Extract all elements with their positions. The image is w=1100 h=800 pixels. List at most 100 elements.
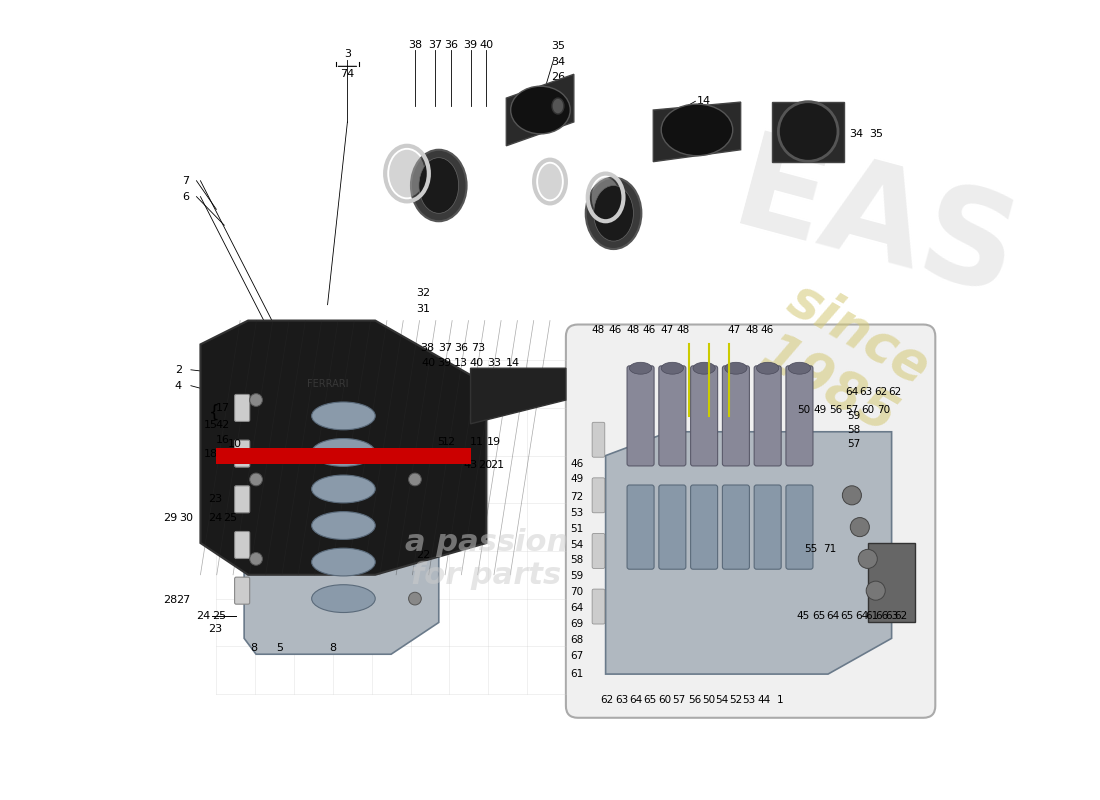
Text: 12: 12 [442, 437, 456, 447]
Text: 39: 39 [463, 40, 477, 50]
Ellipse shape [693, 362, 715, 374]
Circle shape [850, 518, 869, 537]
Text: 22: 22 [416, 550, 430, 560]
Text: 34: 34 [551, 57, 565, 66]
FancyBboxPatch shape [234, 531, 250, 558]
Text: 57: 57 [847, 439, 860, 450]
Polygon shape [506, 74, 574, 146]
Text: 68: 68 [570, 635, 583, 645]
Text: 60: 60 [658, 694, 671, 705]
Text: 41: 41 [458, 453, 471, 463]
Polygon shape [244, 368, 439, 654]
Ellipse shape [389, 150, 425, 198]
Text: 2: 2 [175, 365, 182, 375]
Ellipse shape [586, 178, 641, 249]
Text: 33: 33 [697, 112, 711, 122]
Text: 64: 64 [570, 603, 583, 613]
Text: 59: 59 [570, 571, 583, 582]
Text: 3: 3 [344, 50, 351, 59]
Polygon shape [868, 543, 915, 622]
Text: 70: 70 [877, 405, 890, 414]
Text: 47: 47 [660, 325, 673, 335]
Circle shape [408, 592, 421, 605]
Ellipse shape [311, 475, 375, 503]
Text: 70: 70 [570, 587, 583, 598]
Ellipse shape [789, 362, 811, 374]
FancyBboxPatch shape [592, 589, 605, 624]
Text: 16: 16 [216, 434, 230, 445]
Text: 55: 55 [804, 543, 817, 554]
FancyBboxPatch shape [755, 366, 781, 466]
Text: 24: 24 [208, 513, 222, 522]
Text: EAS: EAS [720, 126, 1031, 324]
Text: 37: 37 [438, 343, 452, 354]
FancyBboxPatch shape [234, 440, 250, 467]
Ellipse shape [311, 585, 375, 613]
Text: 36: 36 [454, 343, 467, 354]
Text: 25: 25 [211, 611, 226, 621]
FancyBboxPatch shape [234, 486, 250, 513]
Text: 62: 62 [888, 387, 901, 397]
Text: 64: 64 [629, 694, 642, 705]
Text: 59: 59 [847, 411, 860, 421]
Text: 33: 33 [487, 358, 502, 368]
Text: 66: 66 [876, 611, 889, 621]
Text: 71: 71 [823, 543, 836, 554]
Text: 48: 48 [626, 325, 639, 335]
Circle shape [408, 473, 421, 486]
Text: 35: 35 [551, 42, 565, 51]
Text: 65: 65 [840, 611, 854, 621]
Text: 54: 54 [715, 694, 728, 705]
Polygon shape [471, 368, 565, 424]
Text: 62: 62 [601, 694, 614, 705]
Text: 24: 24 [197, 611, 211, 621]
Text: 74: 74 [340, 70, 354, 79]
Text: 36: 36 [443, 40, 458, 50]
FancyBboxPatch shape [723, 366, 749, 466]
Text: 14: 14 [506, 358, 519, 368]
Circle shape [858, 550, 878, 569]
Text: 61: 61 [865, 611, 879, 621]
Ellipse shape [629, 362, 651, 374]
Text: since
1985: since 1985 [749, 273, 938, 447]
Polygon shape [217, 448, 471, 463]
Circle shape [250, 394, 263, 406]
Text: 53: 53 [570, 508, 583, 518]
Circle shape [250, 553, 263, 566]
Text: 13: 13 [454, 358, 467, 368]
Text: 47: 47 [728, 325, 741, 335]
Text: 27: 27 [176, 595, 190, 605]
Text: 25: 25 [223, 513, 238, 522]
FancyBboxPatch shape [691, 485, 717, 570]
Text: 43: 43 [463, 460, 477, 470]
FancyBboxPatch shape [234, 394, 250, 422]
Text: 61: 61 [570, 669, 583, 679]
FancyBboxPatch shape [627, 366, 654, 466]
Text: 7: 7 [183, 176, 189, 186]
Text: 46: 46 [760, 325, 773, 335]
Text: 50: 50 [798, 405, 811, 414]
Text: 57: 57 [672, 694, 685, 705]
Text: 11: 11 [470, 437, 484, 447]
FancyBboxPatch shape [785, 366, 813, 466]
Text: 69: 69 [570, 619, 583, 629]
Text: 48: 48 [676, 325, 690, 335]
Text: 42: 42 [216, 421, 230, 430]
Text: 14: 14 [697, 96, 711, 106]
Ellipse shape [594, 186, 634, 241]
Ellipse shape [510, 86, 570, 134]
Text: 20: 20 [477, 460, 492, 470]
Polygon shape [653, 102, 740, 162]
FancyBboxPatch shape [755, 485, 781, 570]
Text: 64: 64 [826, 611, 839, 621]
Text: 56: 56 [688, 694, 701, 705]
FancyBboxPatch shape [691, 366, 717, 466]
Text: 21: 21 [490, 460, 504, 470]
Text: 35: 35 [869, 129, 882, 139]
Ellipse shape [592, 178, 619, 218]
Text: 58: 58 [847, 425, 860, 435]
Ellipse shape [311, 512, 375, 539]
Ellipse shape [311, 402, 375, 430]
Text: 57: 57 [845, 405, 858, 414]
Text: 8: 8 [250, 643, 257, 653]
